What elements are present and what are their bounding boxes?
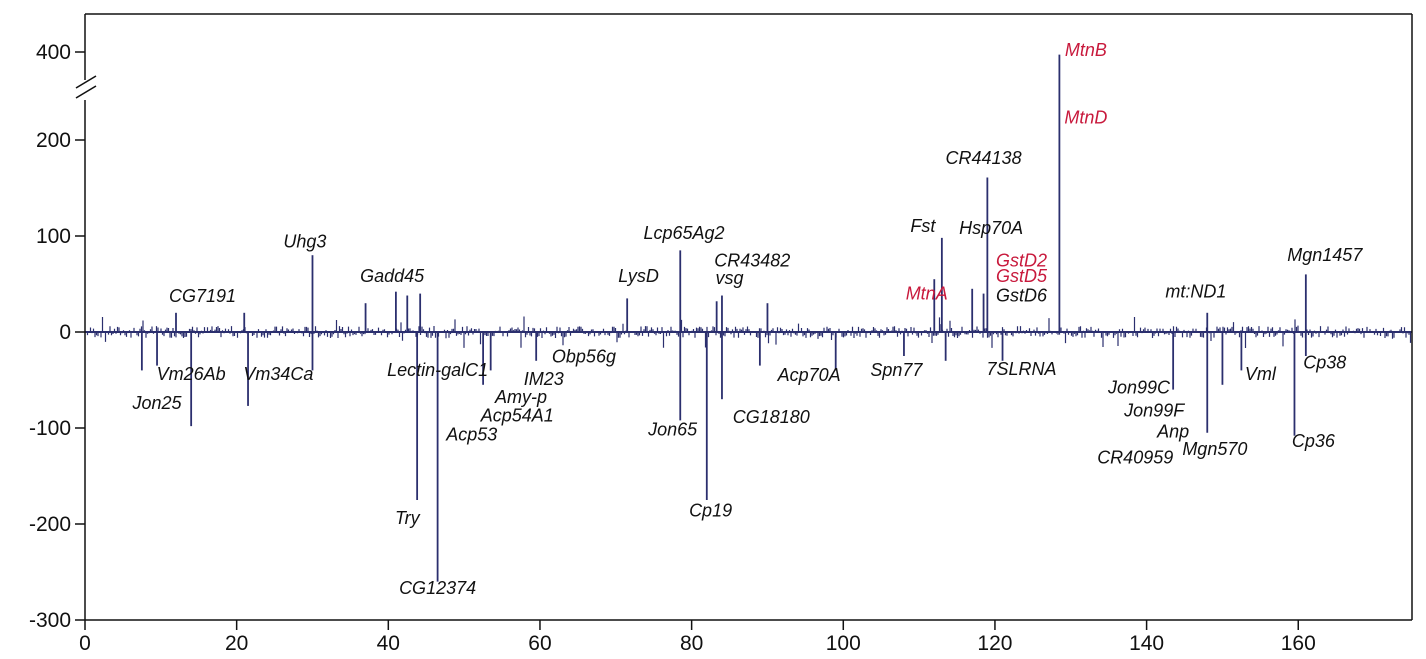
gene-label: Vm26Ab [157,364,226,384]
gene-label: Mgn570 [1182,439,1247,459]
gene-label: Hsp70A [959,218,1023,238]
gene-label: vsg [716,268,744,288]
gene-label: Jon25 [132,393,183,413]
gene-label: Cp19 [689,500,732,520]
gene-label: IM23 [524,369,564,389]
gene-label: Uhg3 [283,232,326,252]
gene-label: CR43482 [714,251,790,271]
gene-label: Amy-p [494,387,547,407]
gene-label: Jon65 [647,420,698,440]
x-tick-label: 20 [225,632,248,655]
gene-label: MtnB [1065,40,1107,60]
gene-label: LysD [618,266,659,286]
gene-label: GstD2 [996,251,1047,271]
gene-label: CG18180 [733,407,810,427]
y-tick-label: 200 [36,129,71,152]
gene-label: Acp70A [777,365,841,385]
baseline-noise [85,316,1412,348]
gene-label: Lcp65Ag2 [644,223,725,243]
gene-label: Acp54A1 [480,405,554,425]
gene-label: Fst [910,216,936,236]
x-tick-label: 60 [528,632,551,655]
y-tick-label: -100 [29,417,71,440]
gene-label: MtnA [906,283,948,303]
gene-label: Obp56g [552,347,616,367]
gene-label: Jon99F [1123,400,1185,420]
gene-label: Cp38 [1303,352,1346,372]
gene-label: CR40959 [1097,448,1173,468]
x-tick-label: 120 [977,632,1012,655]
gene-label: Gadd45 [360,266,425,286]
gene-label: mt:ND1 [1165,281,1226,301]
gene-label: GstD5 [996,266,1048,286]
gene-label: Spn77 [870,360,923,380]
gene-label: Vml [1245,364,1277,384]
y-tick-label: 100 [36,225,71,248]
x-tick-label: 160 [1281,632,1316,655]
gene-label: Try [395,508,421,528]
gene-label: CR44138 [946,148,1022,168]
peak-bars [140,54,1307,582]
gene-label: Acp53 [445,424,497,444]
axis-break-mark [75,85,97,99]
gene-label: Vm34Ca [243,364,313,384]
gene-label: 7SLRNA [986,359,1056,379]
gene-label: Cp36 [1292,431,1336,451]
axis-break-mark [75,75,97,89]
gene-label: Anp [1156,422,1189,442]
gene-label: MtnD [1064,108,1107,128]
x-tick-label: 140 [1129,632,1164,655]
gene-labels: CG7191 Vm26Ab Jon25 Vm34Ca Uhg3 Gadd45 Lectin-… [132,40,1364,598]
gene-label: Mgn1457 [1287,245,1363,265]
y-tick-label: -200 [29,513,71,536]
gene-label: CG12374 [399,578,476,598]
gene-label: GstD6 [996,285,1048,305]
x-tick-label: 40 [377,632,400,655]
y-tick-label: -300 [29,609,71,632]
x-tick-label: 100 [826,632,861,655]
x-tick-label: 80 [680,632,703,655]
y-tick-label: 0 [59,321,71,344]
gene-label: Lectin-galC1 [387,360,488,380]
y-tick-label: 400 [36,41,71,64]
axes: -300 -200 -100 0 100 200 400 0 20 40 60 80 100 120 140… [29,13,1413,655]
gene-label: Jon99C [1107,377,1171,397]
gene-label: CG7191 [169,286,236,306]
x-tick-label: 0 [79,632,91,655]
